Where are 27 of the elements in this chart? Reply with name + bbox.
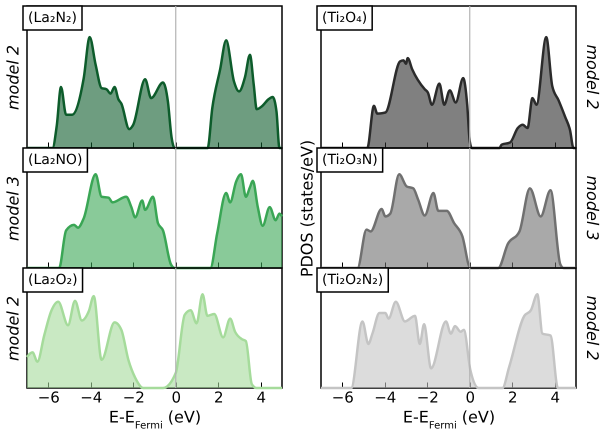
text: (Ti₂O₄) xyxy=(322,10,368,26)
y-axis-title: model 2 xyxy=(4,296,22,362)
text: (La₂N₂) xyxy=(28,10,77,26)
x-tick-label: −4 xyxy=(374,388,396,406)
y-axis-title: PDOS (states/eV) xyxy=(298,140,316,278)
text: (Ti₂O₂N₂) xyxy=(322,272,384,288)
x-tick-label: −2 xyxy=(122,388,145,406)
x-tick-label: −6 xyxy=(332,388,354,406)
x-tick-label: 4 xyxy=(256,388,266,406)
y2-axis-title: model 2 xyxy=(583,295,602,361)
x-axis-title: E-E$_{Fermi}$ (eV) xyxy=(108,408,202,431)
y-axis-title: model 2 xyxy=(4,44,22,110)
text: (La₂NO) xyxy=(28,152,82,168)
y2-axis-title: model 2 xyxy=(583,44,602,110)
x-tick-label: 0 xyxy=(171,388,182,406)
x-tick-label: −2 xyxy=(416,388,439,406)
x-tick-label: −4 xyxy=(80,388,102,406)
y-axis-title: model 3 xyxy=(4,176,22,242)
x-tick-label: −6 xyxy=(38,388,60,406)
text: (Ti₂O₃N) xyxy=(322,152,378,168)
x-tick-label: 2 xyxy=(508,388,518,406)
x-axis-title: E-E$_{Fermi}$ (eV) xyxy=(402,408,496,431)
x-tick-label: 0 xyxy=(465,388,476,406)
x-tick-label: 2 xyxy=(214,388,224,406)
x-tick-label: 4 xyxy=(550,388,560,406)
text: (La₂O₂) xyxy=(28,272,78,288)
y2-axis-title: model 3 xyxy=(583,175,602,241)
